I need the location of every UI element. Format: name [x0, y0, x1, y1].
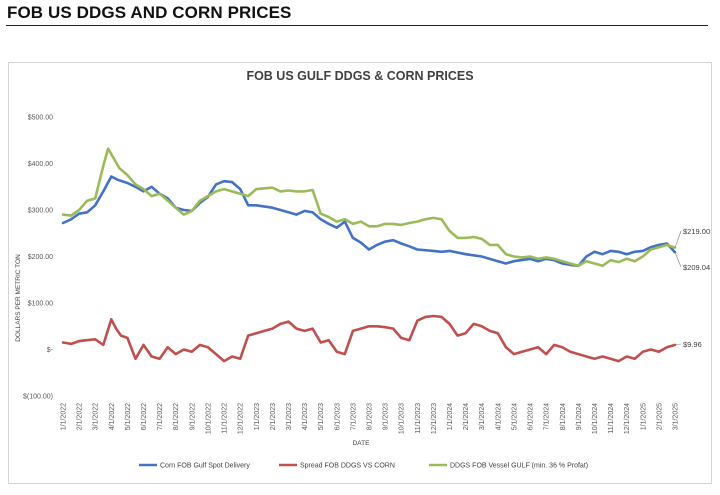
x-tick-label: 8/1/2022: [173, 403, 180, 430]
x-tick-label: 9/1/2024: [576, 403, 583, 430]
x-tick-label: 7/1/2023: [350, 403, 357, 430]
x-tick-label: 10/1/2022: [205, 403, 212, 434]
series-lines: [61, 147, 677, 363]
x-tick-label: 1/1/2024: [447, 403, 454, 430]
x-tick-label: 12/1/2022: [238, 403, 245, 434]
y-tick-label: $400.00: [28, 161, 53, 168]
x-tick-label: 2/1/2025: [656, 403, 663, 430]
title-divider: [6, 25, 708, 26]
chart-frame: FOB US GULF DDGS & CORN PRICES $500.00 $4…: [8, 62, 712, 484]
x-tick-label: 7/1/2024: [544, 403, 551, 430]
x-tick-label: 3/1/2025: [673, 403, 680, 430]
y-tick-label: $-: [47, 347, 54, 354]
series-line-ddgs-fob-vessel-gulf-min-36-profat: [61, 147, 677, 268]
legend-label-ddgs-fob-vessel-gulf-min-36-profat: DDGS FOB Vessel GULF (min. 36 % Profat): [450, 463, 588, 470]
annotation-label: $219.00: [683, 227, 710, 236]
x-tick-label: 1/1/2023: [254, 403, 261, 430]
annotation-label: $9.96: [683, 340, 702, 349]
legend: Corn FOB Gulf Spot Delivery Spread FOB DD…: [139, 463, 588, 470]
x-tick-label: 7/1/2022: [157, 403, 164, 430]
x-tick-label: 3/1/2024: [479, 403, 486, 430]
x-tick-label: 6/1/2022: [141, 403, 148, 430]
x-tick-label: 6/1/2023: [334, 403, 341, 430]
annotation-leader-line: [674, 343, 682, 346]
x-tick-label: 5/1/2022: [125, 403, 132, 430]
y-tick-label: $100.00: [28, 301, 53, 308]
y-tick-label: $200.00: [28, 254, 53, 261]
price-chart: FOB US GULF DDGS & CORN PRICES $500.00 $4…: [15, 69, 710, 470]
x-tick-label: 1/1/2025: [640, 403, 647, 430]
x-tick-label: 3/1/2023: [286, 403, 293, 430]
x-tick-label: 4/1/2024: [495, 403, 502, 430]
x-tick-label: 12/1/2024: [624, 403, 631, 434]
x-tick-label: 2/1/2022: [77, 403, 84, 430]
annotation-leader-line: [674, 230, 682, 248]
series-line-spread-fob-ddgs-vs-corn: [61, 314, 677, 363]
chart-title: FOB US GULF DDGS & CORN PRICES: [246, 69, 473, 83]
x-axis-label: DATE: [353, 440, 371, 447]
annotation-leader-line: [674, 252, 682, 268]
end-value-annotations: $219.00 $209.04 $9.96: [674, 227, 710, 349]
y-tick-label: $(100.00): [23, 394, 53, 401]
x-tick-label: 9/1/2022: [189, 403, 196, 430]
legend-label-corn-fob-gulf-spot-delivery: Corn FOB Gulf Spot Delivery: [160, 463, 250, 470]
x-tick-label: 11/1/2023: [415, 403, 422, 434]
y-tick-label: $300.00: [28, 208, 53, 215]
series-line-corn-fob-gulf-spot-delivery: [61, 175, 677, 268]
x-axis-ticks: 1/1/2022 2/1/2022 3/1/2022 4/1/2022 5/1/2022…: [61, 403, 680, 434]
legend-label-spread-fob-ddgs-vs-corn: Spread FOB DDGS VS CORN: [300, 463, 395, 470]
x-tick-label: 5/1/2024: [511, 403, 518, 430]
y-axis-ticks: $500.00 $400.00 $300.00 $200.00 $100.00 $- $(1…: [23, 115, 54, 401]
page-title: FOB US DDGS AND CORN PRICES: [7, 3, 292, 22]
x-tick-label: 11/1/2024: [608, 403, 615, 434]
x-tick-label: 12/1/2023: [431, 403, 438, 434]
x-tick-label: 11/1/2022: [222, 403, 229, 434]
x-tick-label: 9/1/2023: [383, 403, 390, 430]
x-tick-label: 10/1/2024: [592, 403, 599, 434]
y-axis-label: DOLLARS PER METRIC TON: [15, 254, 22, 342]
x-tick-label: 3/1/2022: [93, 403, 100, 430]
x-tick-label: 1/1/2022: [61, 403, 68, 430]
x-tick-label: 8/1/2023: [367, 403, 374, 430]
x-tick-label: 8/1/2024: [560, 403, 567, 430]
x-tick-label: 5/1/2023: [318, 403, 325, 430]
x-tick-label: 4/1/2022: [109, 403, 116, 430]
y-tick-label: $500.00: [28, 115, 53, 122]
x-tick-label: 4/1/2023: [302, 403, 309, 430]
x-tick-label: 2/1/2023: [270, 403, 277, 430]
x-tick-label: 2/1/2024: [463, 403, 470, 430]
annotation-label: $209.04: [683, 263, 710, 272]
x-tick-label: 10/1/2023: [399, 403, 406, 434]
x-tick-label: 6/1/2024: [528, 403, 535, 430]
